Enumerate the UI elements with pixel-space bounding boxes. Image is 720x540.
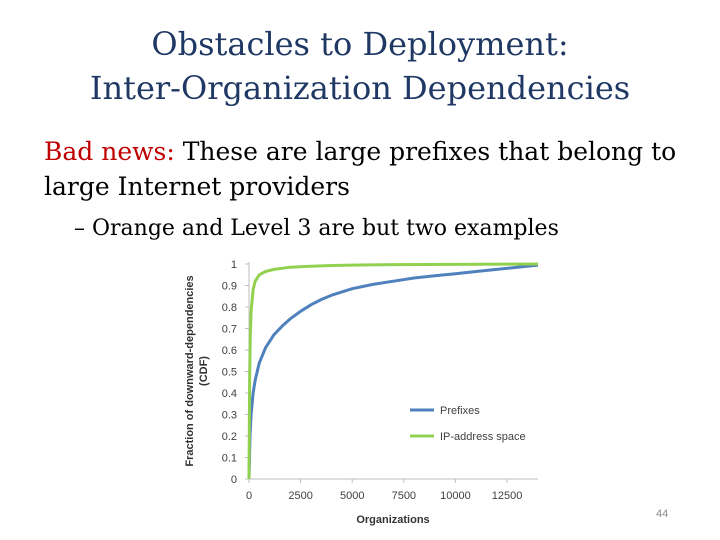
y-tick-label: 0.5 — [222, 367, 237, 379]
y-tick-label: 0.6 — [222, 345, 237, 357]
chart-axes: 0 0.1 0.2 0.3 0.4 0.5 0.6 0.7 0.8 0.9 1 0 2500 5000 75… — [222, 259, 538, 502]
chart-legend: Prefixes IP-address space — [410, 405, 526, 443]
bullet-lead: Bad news: — [44, 137, 175, 166]
y-tick-label: 0.2 — [222, 431, 237, 443]
y-axis-label: Fraction of downward-dependencies — [184, 275, 196, 466]
x-tick-label: 5000 — [340, 490, 364, 502]
y-tick-label: 0.9 — [222, 281, 237, 293]
title-line-2: Inter-Organization Dependencies — [89, 69, 631, 107]
page-number: 44 — [656, 508, 669, 520]
y-axis-label-unit: (CDF) — [198, 356, 210, 386]
y-tick-label: 0.8 — [222, 302, 237, 314]
main-bullet: Bad news: These are large prefixes that … — [44, 134, 694, 204]
bullet-text: These are large prefixes that belong to … — [44, 137, 677, 201]
y-tick-label: 0 — [231, 474, 237, 486]
y-tick-label: 0.4 — [222, 388, 237, 400]
x-tick-label: 2500 — [288, 490, 312, 502]
y-tick-label: 1 — [231, 259, 237, 271]
x-tick-label: 0 — [246, 490, 252, 502]
y-tick-label: 0.3 — [222, 410, 237, 422]
x-tick-label: 10000 — [440, 490, 471, 502]
legend-label-2: IP-address space — [440, 431, 526, 443]
x-axis-label: Organizations — [356, 514, 429, 526]
series-line-2 — [247, 262, 539, 480]
legend-label-1: Prefixes — [440, 405, 480, 417]
cdf-chart: 0 0.1 0.2 0.3 0.4 0.5 0.6 0.7 0.8 0.9 1 0 2500 5000 75… — [184, 259, 539, 526]
x-tick-label: 12500 — [492, 490, 523, 502]
x-tick-label: 7500 — [392, 490, 416, 502]
y-tick-label: 0.1 — [222, 453, 237, 465]
y-tick-label: 0.7 — [222, 324, 237, 336]
slide-title: Obstacles to Deployment: Inter-Organizat… — [0, 22, 720, 110]
chart-series — [247, 262, 539, 480]
series-line-1 — [247, 263, 539, 480]
sub-bullet: – Orange and Level 3 are but two example… — [74, 216, 559, 241]
title-line-1: Obstacles to Deployment: — [151, 25, 569, 63]
